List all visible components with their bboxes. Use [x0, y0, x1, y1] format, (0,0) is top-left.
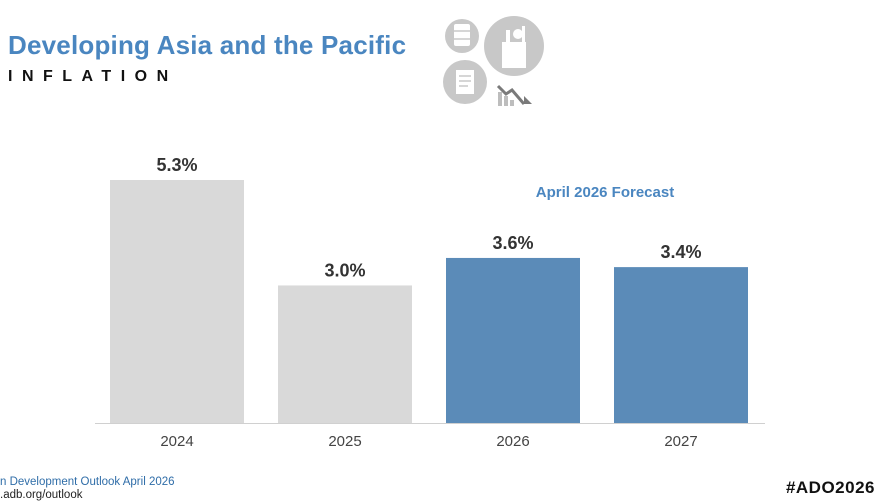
hashtag: #ADO2026: [785, 478, 875, 497]
grocery-bag-icon: [484, 16, 544, 76]
data-label-2024: 5.3%: [156, 155, 197, 175]
data-label-2025: 3.0%: [324, 260, 365, 280]
source-footer: n Development Outlook April 2026 .adb.or…: [0, 476, 175, 502]
x-tick-2024: 2024: [160, 433, 193, 450]
x-tick-2025: 2025: [328, 433, 361, 450]
source-text: n Development Outlook April 2026: [0, 476, 175, 488]
source-url: .adb.org/outlook: [0, 489, 83, 501]
oil-barrel-icon: [445, 19, 479, 53]
bar-2027: [614, 267, 748, 423]
data-label-2027: 3.4%: [660, 242, 701, 262]
inflation-icons: [443, 16, 544, 106]
bar-2025: [278, 285, 412, 423]
x-tick-2027: 2027: [664, 433, 697, 450]
data-label-2026: 3.6%: [492, 233, 533, 253]
receipt-icon: [443, 60, 487, 104]
page-subtitle: INFLATION: [8, 68, 178, 85]
falling-price-chart-icon: [496, 84, 532, 106]
page-title: Developing Asia and the Pacific: [8, 30, 407, 60]
bar-2024: [110, 180, 244, 423]
x-tick-2026: 2026: [496, 433, 529, 450]
forecast-annotation: April 2026 Forecast: [535, 184, 675, 201]
bar-2026: [446, 257, 580, 423]
